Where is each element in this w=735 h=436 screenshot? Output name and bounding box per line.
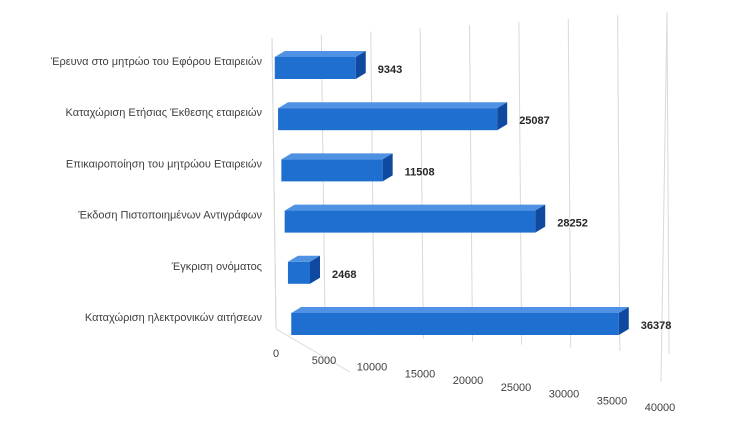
bar-top-face bbox=[284, 204, 546, 211]
gridline bbox=[419, 28, 424, 339]
gridline bbox=[469, 24, 473, 342]
category-label: Επικαιροποίηση του μητρώου Εταιρειών bbox=[66, 158, 263, 170]
bar-side-face bbox=[355, 51, 366, 79]
bar-top-face bbox=[291, 307, 629, 313]
bar bbox=[274, 51, 366, 79]
data-label: 11508 bbox=[405, 166, 435, 178]
x-tick-label: 35000 bbox=[597, 395, 628, 407]
bar-front-face bbox=[278, 108, 498, 131]
bar bbox=[291, 307, 629, 335]
axis-line-left bbox=[271, 37, 277, 330]
gridline bbox=[617, 15, 621, 351]
bar-front-face bbox=[291, 313, 619, 335]
axis-line-right bbox=[660, 11, 668, 383]
bar-top-face bbox=[274, 51, 366, 57]
grid-layer bbox=[271, 11, 670, 383]
bar-side-face bbox=[497, 102, 508, 131]
data-label: 2468 bbox=[332, 269, 356, 281]
bar-side-face bbox=[618, 307, 629, 335]
category-label: Έρευνα στο μητρώο του Εφόρου Εταιρειών bbox=[50, 56, 263, 68]
bar bbox=[287, 255, 321, 284]
bar-top-face bbox=[281, 153, 393, 160]
bar-top-face bbox=[287, 255, 321, 262]
data-label: 9343 bbox=[378, 64, 402, 76]
bar-front-face bbox=[281, 159, 383, 182]
category-label: Καταχώριση Ετήσιας Έκθεσης εταιρειών bbox=[66, 107, 263, 119]
gridline bbox=[518, 21, 523, 345]
bar bbox=[281, 153, 393, 182]
axis-floor-edge bbox=[275, 328, 351, 373]
x-tick-label: 10000 bbox=[357, 362, 388, 374]
bar-side-face bbox=[310, 255, 321, 284]
bars-layer bbox=[274, 51, 629, 335]
data-label: 28252 bbox=[557, 218, 588, 230]
x-tick-label: 30000 bbox=[549, 389, 580, 401]
x-tick-label: 15000 bbox=[405, 368, 436, 380]
data-label: 36378 bbox=[641, 320, 672, 332]
bar bbox=[284, 204, 546, 233]
category-label: Έκδοση Πιστοποιημένων Αντιγράφων bbox=[77, 210, 262, 222]
bar-front-face bbox=[287, 261, 311, 284]
gridline bbox=[666, 11, 670, 355]
category-label: Έγκριση ονόματος bbox=[171, 261, 262, 273]
labels-layer: 0 5000 10000 15000 20000 25000 30000 35000 40000… bbox=[50, 56, 675, 414]
gridline bbox=[320, 34, 326, 333]
x-tick-label: 0 bbox=[273, 348, 279, 360]
category-label: Καταχώριση ηλεκτρονικών αιτήσεων bbox=[85, 312, 263, 324]
x-tick-label: 5000 bbox=[312, 355, 336, 367]
data-label: 25087 bbox=[519, 115, 550, 127]
x-tick-label: 25000 bbox=[501, 382, 532, 394]
gridline bbox=[567, 18, 572, 348]
bar-top-face bbox=[278, 102, 508, 109]
bar-side-face bbox=[382, 153, 393, 182]
x-tick-label: 20000 bbox=[453, 375, 484, 387]
bar-front-face bbox=[284, 210, 536, 233]
bar-side-face bbox=[535, 204, 546, 233]
bar-front-face bbox=[274, 57, 356, 79]
x-tick-label: 40000 bbox=[645, 402, 676, 414]
gridline bbox=[370, 31, 375, 336]
bar bbox=[278, 102, 508, 131]
